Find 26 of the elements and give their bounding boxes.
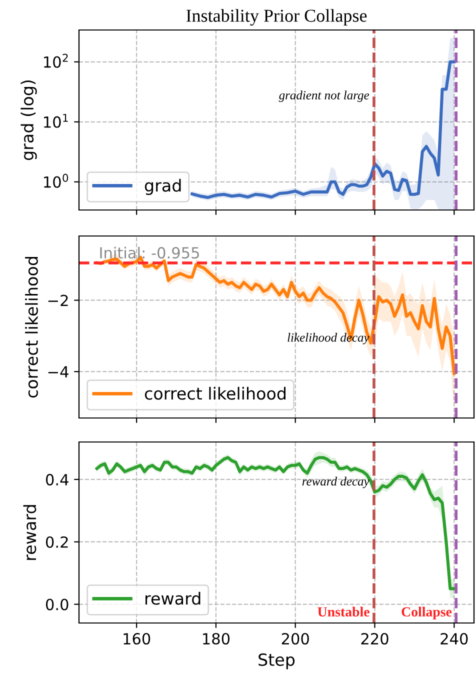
chart-title: Instability Prior Collapse — [186, 9, 367, 26]
y-axis-title: correct likelihood — [25, 257, 38, 398]
legend-label: grad — [144, 178, 181, 195]
x-axis-title: Step — [258, 653, 295, 670]
ref-line-label: Initial: -0.955 — [100, 246, 199, 259]
annotation: gradient not large — [278, 90, 370, 102]
x-tick-label: 220 — [361, 632, 388, 645]
legend-label: correct likelihood — [144, 386, 286, 400]
x-tick-label: 180 — [203, 632, 230, 645]
y-tick-label: 10$^{1}$ — [44, 114, 68, 128]
y-axis-title: grad (log) — [20, 80, 37, 160]
y-tick-label: 0.2 — [46, 536, 68, 548]
y-tick-label: 10$^{2}$ — [44, 54, 68, 68]
x-tick-label: 200 — [282, 632, 309, 645]
y-axis-title: reward — [23, 505, 36, 560]
ref-line-label: Collapse — [402, 606, 452, 620]
ref-line-label: Unstable — [318, 606, 370, 617]
y-tick-label: 0.4 — [46, 474, 68, 486]
y-tick-label: 10$^{0}$ — [44, 174, 68, 188]
x-tick-label: 160 — [124, 632, 150, 645]
y-tick-label: −2 — [48, 294, 68, 306]
y-tick-label: −4 — [48, 366, 68, 378]
legend-label: reward — [146, 592, 200, 605]
x-tick-label: 240 — [440, 632, 468, 645]
y-tick-label: 0.0 — [46, 598, 68, 610]
annotation: reward decay — [302, 476, 370, 488]
